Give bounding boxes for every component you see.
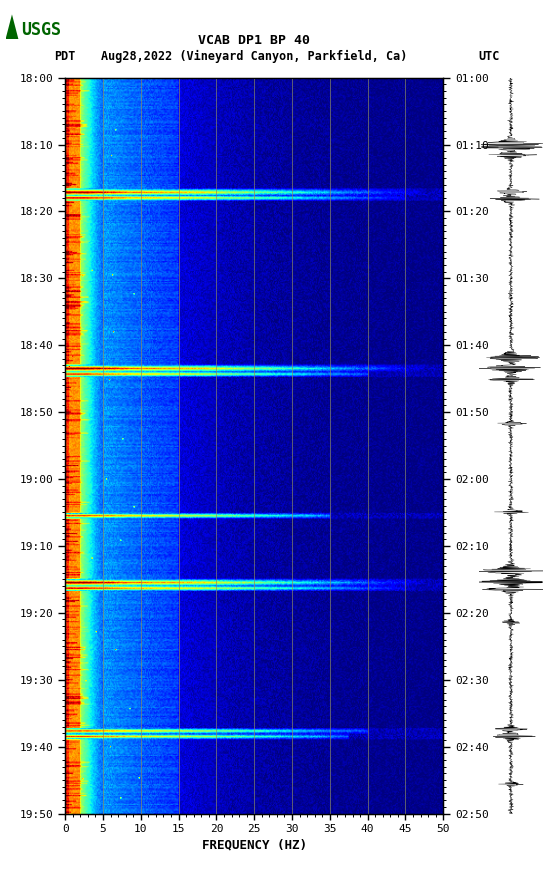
- Text: UTC: UTC: [479, 50, 500, 63]
- Text: PDT: PDT: [54, 50, 76, 63]
- Text: USGS: USGS: [22, 21, 61, 39]
- X-axis label: FREQUENCY (HZ): FREQUENCY (HZ): [201, 838, 307, 851]
- Polygon shape: [6, 14, 18, 39]
- Text: Aug28,2022 (Vineyard Canyon, Parkfield, Ca): Aug28,2022 (Vineyard Canyon, Parkfield, …: [101, 50, 407, 63]
- Text: VCAB DP1 BP 40: VCAB DP1 BP 40: [198, 34, 310, 47]
